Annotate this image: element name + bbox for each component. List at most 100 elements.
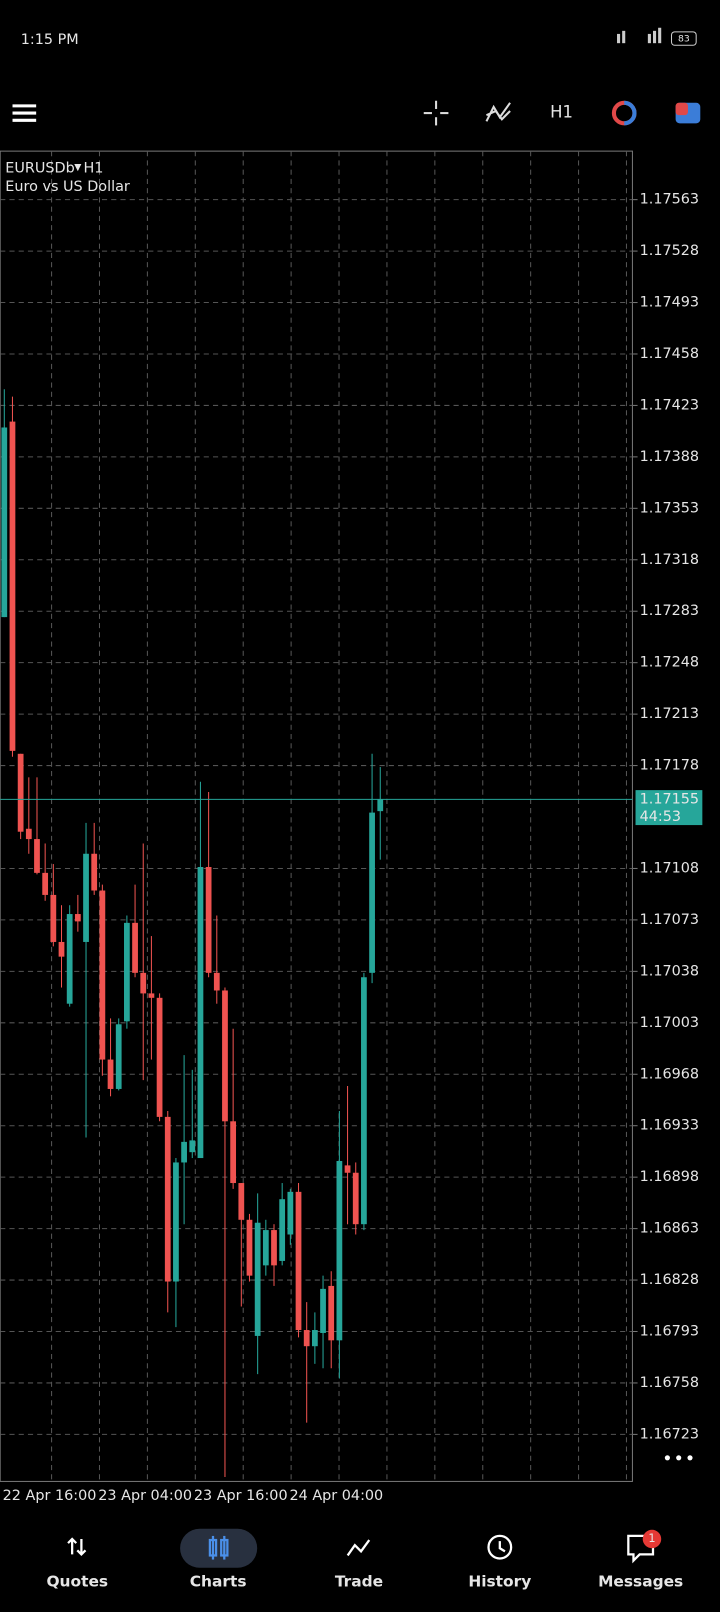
candle-body [164, 1116, 171, 1282]
y-tick-label: 1.17563 [640, 192, 699, 208]
objects-button[interactable] [611, 100, 637, 126]
y-tick-label: 1.17248 [640, 655, 699, 671]
bar-countdown: 44:53 [640, 809, 681, 825]
candle-body [279, 1199, 286, 1261]
badge-count: 1 [648, 1532, 655, 1545]
candle-body [287, 1191, 294, 1235]
x-tick-label: 23 Apr 04:00 [98, 1488, 192, 1504]
chart-frame [0, 150, 633, 1482]
candle-body [352, 1172, 359, 1225]
y-tick-label: 1.17038 [640, 963, 699, 979]
candle-body [1, 427, 8, 618]
x-tick-label: 24 Apr 04:00 [289, 1488, 383, 1504]
y-tick-label: 1.16793 [640, 1324, 699, 1340]
crosshair-button[interactable] [423, 100, 449, 126]
candle-body [246, 1219, 253, 1276]
candle-body [328, 1285, 335, 1341]
nav-labels: Quotes Charts Trade History Messages [46, 1573, 683, 1591]
x-tick-label: 23 Apr 16:00 [194, 1488, 288, 1504]
candle-body [42, 872, 49, 895]
candle-body [361, 977, 367, 1225]
indicators-button[interactable] [485, 102, 511, 122]
candle-body [124, 922, 130, 1022]
more-button[interactable] [664, 1455, 693, 1461]
candle-body [99, 890, 106, 1060]
candle-body [173, 1162, 179, 1282]
y-tick-label: 1.17003 [640, 1015, 699, 1031]
symbol-arrow: ▼ [74, 162, 82, 173]
y-tick-label: 1.16863 [640, 1221, 699, 1237]
active-tab-pill [180, 1528, 258, 1568]
candle-body [181, 1141, 187, 1163]
y-tick-label: 1.17493 [640, 295, 699, 311]
candle-body [9, 421, 16, 751]
candle-body [320, 1288, 326, 1333]
y-tick-label: 1.17073 [640, 912, 699, 928]
chart-timeframe: H1 [83, 161, 103, 177]
symbol[interactable]: EURUSDb [5, 161, 74, 177]
y-tick-label: 1.17388 [640, 449, 699, 465]
y-tick-label: 1.16828 [640, 1272, 699, 1288]
candle-body [336, 1160, 343, 1341]
candle-body [254, 1222, 261, 1336]
candle-body [311, 1330, 318, 1347]
current-price-label: 1.17155 [640, 791, 699, 807]
candle-body [303, 1330, 310, 1347]
candle-body [91, 853, 98, 891]
candle-body [156, 997, 163, 1117]
candle-body [230, 1121, 237, 1184]
candle-body [132, 922, 138, 973]
battery-level: 83 [678, 34, 690, 45]
candle-body [189, 1140, 196, 1153]
y-tick-label: 1.17423 [640, 397, 699, 413]
y-tick-label: 1.17108 [640, 860, 699, 876]
candle-body [213, 972, 220, 991]
nav-label[interactable]: Quotes [46, 1573, 108, 1591]
candle-body [148, 993, 155, 998]
nav-label[interactable]: Charts [190, 1573, 247, 1591]
y-tick-label: 1.17528 [640, 243, 699, 259]
messages-badge [642, 1529, 662, 1549]
y-tick-label: 1.17213 [640, 706, 699, 722]
candle-body [271, 1230, 277, 1266]
y-tick-label: 1.17178 [640, 758, 699, 774]
y-tick-label: 1.16968 [640, 1066, 699, 1082]
candle-body [74, 914, 81, 922]
candle-body [83, 853, 89, 942]
candle-body [25, 828, 32, 840]
nav-label[interactable]: Messages [598, 1573, 683, 1591]
candle-body [238, 1183, 245, 1220]
nav-label[interactable]: History [468, 1573, 531, 1591]
y-tick-label: 1.17458 [640, 346, 699, 362]
candle-body [66, 914, 73, 1004]
y-tick-label: 1.17283 [640, 603, 699, 619]
candle-body [140, 972, 147, 994]
symbol-description: Euro vs US Dollar [5, 179, 130, 195]
y-tick-label: 1.16933 [640, 1118, 699, 1134]
status-icons [617, 27, 697, 46]
chart-area[interactable] [0, 150, 633, 1482]
y-tick-label: 1.16723 [640, 1426, 699, 1442]
y-tick-label: 1.16898 [640, 1169, 699, 1185]
y-tick-label: 1.17353 [640, 500, 699, 516]
bottom-nav [0, 1511, 720, 1612]
y-tick-label: 1.17318 [640, 552, 699, 568]
candle-body [115, 1024, 122, 1089]
timeframe-button[interactable]: H1 [550, 103, 573, 122]
candle-body [107, 1059, 114, 1089]
nav-label[interactable]: Trade [335, 1573, 383, 1591]
candle-body [262, 1230, 269, 1266]
candle-body [197, 866, 204, 1159]
menu-button[interactable] [12, 104, 37, 122]
nav-icons [67, 1534, 655, 1564]
candle-body [50, 894, 57, 942]
x-tick-label: 22 Apr 16:00 [3, 1488, 97, 1504]
candle-body [295, 1191, 302, 1331]
candle-body [344, 1165, 351, 1173]
current-price-box [635, 790, 703, 826]
trade-button[interactable] [675, 102, 701, 124]
candle-body [34, 839, 40, 873]
y-tick-label: 1.16758 [640, 1375, 699, 1391]
candle-body [222, 990, 228, 1122]
